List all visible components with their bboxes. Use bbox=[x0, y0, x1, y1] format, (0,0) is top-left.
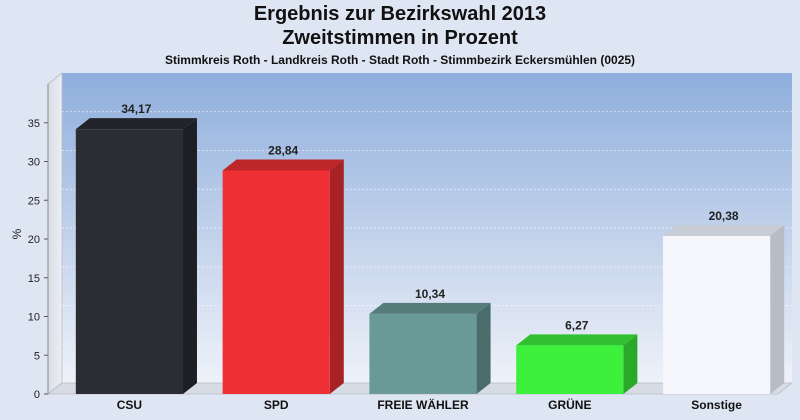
x-tick-label: FREIE WÄHLER bbox=[377, 397, 469, 412]
bar-side-face bbox=[182, 118, 197, 395]
chart-caption: Stimmkreis Roth - Landkreis Roth - Stadt… bbox=[164, 53, 636, 67]
bar-spd bbox=[222, 159, 344, 394]
bar-front-face bbox=[222, 170, 330, 394]
bar-top-face bbox=[663, 225, 785, 237]
y-tick-label: 20 bbox=[28, 234, 40, 246]
chart-title: Ergebnis zur Bezirkswahl 2013 bbox=[253, 3, 547, 25]
x-tick-label: Sonstige bbox=[691, 398, 742, 412]
y-tick-label: 25 bbox=[28, 195, 40, 207]
bar-front-face bbox=[369, 313, 477, 394]
bar-top-face bbox=[75, 118, 197, 130]
data-label: 6,27 bbox=[565, 318, 589, 332]
x-tick-label: GRÜNE bbox=[548, 397, 591, 412]
bar-sonstige bbox=[663, 225, 785, 394]
y-tick-label: 35 bbox=[28, 118, 40, 130]
x-tick-label: CSU bbox=[117, 398, 142, 412]
y-axis-title: % bbox=[10, 228, 24, 239]
data-label: 10,34 bbox=[415, 287, 445, 301]
bar-grüne bbox=[516, 334, 638, 394]
y-tick-label: 30 bbox=[28, 157, 40, 169]
bar-freie-wähler bbox=[369, 302, 491, 394]
y-tick-label: 10 bbox=[28, 312, 40, 324]
chart-subtitle: Zweitstimmen in Prozent bbox=[282, 27, 518, 49]
bar-side-face bbox=[623, 334, 638, 394]
bar-top-face bbox=[369, 302, 491, 314]
y-tick-label: 15 bbox=[28, 273, 40, 285]
bar-csu bbox=[75, 118, 197, 395]
bar-front-face bbox=[516, 345, 624, 394]
bar-front-face bbox=[663, 236, 771, 394]
bar-side-face bbox=[770, 225, 785, 394]
x-tick-label: SPD bbox=[264, 398, 289, 412]
data-label: 34,17 bbox=[121, 102, 151, 116]
data-label: 28,84 bbox=[268, 143, 298, 157]
data-label: 20,38 bbox=[709, 209, 739, 223]
bar-front-face bbox=[75, 129, 183, 394]
plot-left-wall bbox=[47, 72, 63, 395]
bar-top-face bbox=[222, 159, 344, 171]
y-tick-label: 0 bbox=[34, 389, 40, 401]
bar-side-face bbox=[329, 159, 344, 394]
y-tick-label: 5 bbox=[34, 350, 40, 362]
bar-top-face bbox=[516, 334, 638, 346]
bar-side-face bbox=[476, 302, 491, 394]
